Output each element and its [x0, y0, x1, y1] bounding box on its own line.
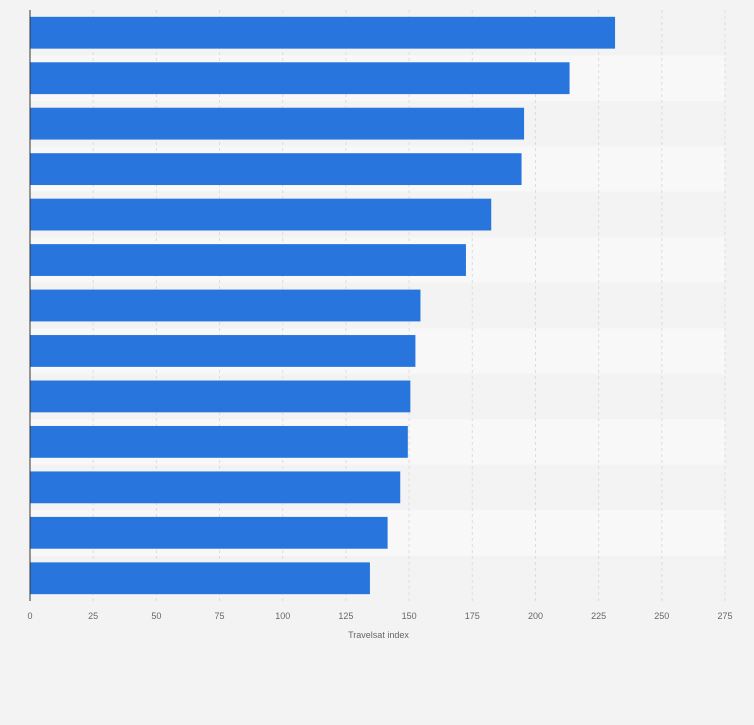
bar	[30, 380, 411, 413]
x-tick-label: 175	[465, 611, 480, 621]
x-tick-label: 225	[591, 611, 606, 621]
bar	[30, 198, 492, 231]
x-tick-label: 250	[654, 611, 669, 621]
x-tick-label: 0	[27, 611, 32, 621]
bar	[30, 562, 370, 595]
x-tick-label: 200	[528, 611, 543, 621]
bar	[30, 516, 388, 549]
x-tick-label: 100	[275, 611, 290, 621]
bars	[30, 16, 616, 595]
bar	[30, 153, 522, 186]
x-tick-label: 150	[402, 611, 417, 621]
x-tick-label: 50	[151, 611, 161, 621]
x-axis-label: Travelsat index	[348, 630, 409, 640]
bar	[30, 244, 466, 276]
x-tick-labels: 0 25 50 75 100 125 150 175 200 225 250 275	[27, 611, 732, 621]
bar	[30, 425, 408, 458]
bar	[30, 289, 421, 322]
bar	[30, 107, 525, 140]
x-tick-label: 25	[88, 611, 98, 621]
x-tick-label: 275	[717, 611, 732, 621]
x-tick-label: 75	[215, 611, 225, 621]
bar	[30, 471, 401, 504]
bar	[30, 16, 616, 49]
bar	[30, 335, 416, 367]
bar	[30, 62, 570, 95]
x-tick-label: 125	[338, 611, 353, 621]
